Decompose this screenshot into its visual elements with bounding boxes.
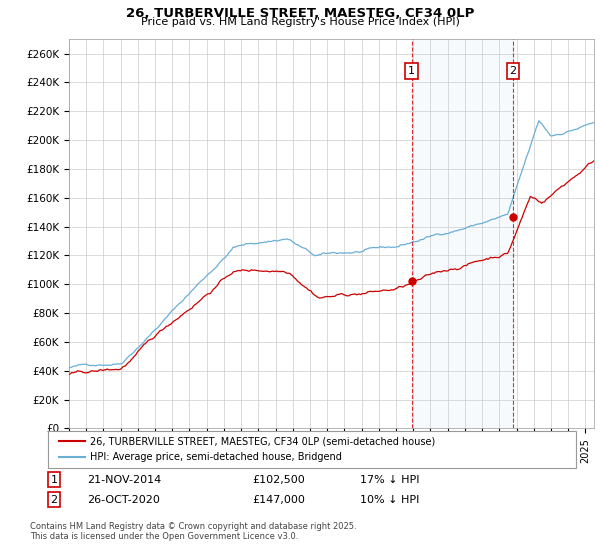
Text: 1: 1 xyxy=(50,475,58,485)
Text: 26, TURBERVILLE STREET, MAESTEG, CF34 0LP: 26, TURBERVILLE STREET, MAESTEG, CF34 0L… xyxy=(126,7,474,20)
Text: HPI: Average price, semi-detached house, Bridgend: HPI: Average price, semi-detached house,… xyxy=(90,452,342,463)
Text: 17% ↓ HPI: 17% ↓ HPI xyxy=(360,475,419,485)
Text: £147,000: £147,000 xyxy=(252,494,305,505)
Text: 21-NOV-2014: 21-NOV-2014 xyxy=(87,475,161,485)
Text: 26, TURBERVILLE STREET, MAESTEG, CF34 0LP (semi-detached house): 26, TURBERVILLE STREET, MAESTEG, CF34 0L… xyxy=(90,436,436,446)
Text: 26-OCT-2020: 26-OCT-2020 xyxy=(87,494,160,505)
Text: 1: 1 xyxy=(408,66,415,76)
Text: 2: 2 xyxy=(50,494,58,505)
Bar xyxy=(412,39,513,428)
Text: £102,500: £102,500 xyxy=(252,475,305,485)
Text: Price paid vs. HM Land Registry's House Price Index (HPI): Price paid vs. HM Land Registry's House … xyxy=(140,17,460,27)
Text: 2: 2 xyxy=(509,66,517,76)
Text: Contains HM Land Registry data © Crown copyright and database right 2025.
This d: Contains HM Land Registry data © Crown c… xyxy=(30,522,356,542)
Text: 10% ↓ HPI: 10% ↓ HPI xyxy=(360,494,419,505)
FancyBboxPatch shape xyxy=(48,431,576,468)
